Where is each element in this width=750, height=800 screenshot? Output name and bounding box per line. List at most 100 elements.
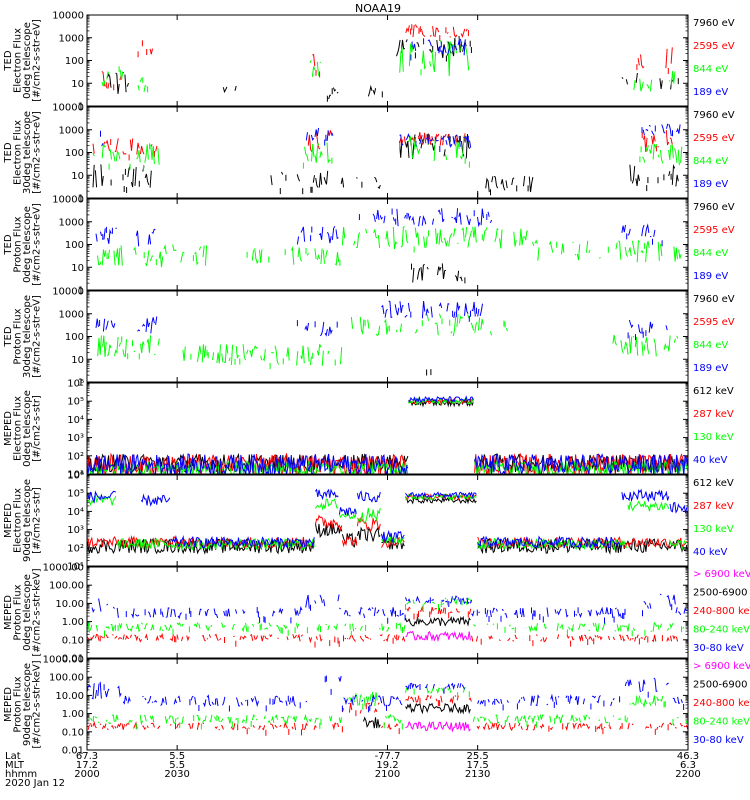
series-burst bbox=[327, 231, 332, 244]
series-burst bbox=[429, 34, 432, 37]
series-burst bbox=[459, 135, 465, 160]
series-burst bbox=[414, 227, 420, 246]
series-burst bbox=[324, 328, 328, 337]
series-burst bbox=[495, 723, 501, 731]
series-burst bbox=[315, 178, 319, 188]
series-burst bbox=[557, 634, 560, 640]
series-burst bbox=[477, 216, 481, 228]
legend-label: 240-800 keV bbox=[693, 606, 750, 617]
series-burst bbox=[120, 245, 123, 266]
series-burst bbox=[646, 84, 650, 89]
series-burst bbox=[556, 608, 562, 616]
series-burst bbox=[426, 266, 429, 270]
series-burst bbox=[675, 607, 678, 614]
series-burst bbox=[221, 622, 226, 628]
series-burst bbox=[676, 716, 679, 719]
series-burst bbox=[522, 714, 527, 723]
series-burst bbox=[578, 612, 583, 619]
series-burst bbox=[141, 622, 143, 625]
series-burst bbox=[384, 715, 388, 719]
series-burst bbox=[352, 623, 355, 632]
series-burst bbox=[276, 624, 281, 632]
series-burst bbox=[169, 634, 174, 642]
series-burst bbox=[604, 716, 609, 724]
series-burst bbox=[598, 257, 601, 259]
series-burst bbox=[305, 700, 308, 703]
series-line bbox=[356, 526, 381, 542]
y-axis-label: [#/cm2-s-str] bbox=[32, 395, 43, 462]
series-burst bbox=[649, 79, 653, 92]
series-burst bbox=[407, 213, 412, 221]
series-burst bbox=[105, 719, 108, 722]
series-burst bbox=[574, 253, 577, 256]
legend-label: 612 keV bbox=[693, 478, 734, 489]
series-burst bbox=[116, 607, 119, 618]
series-burst bbox=[399, 47, 404, 73]
series-burst bbox=[592, 622, 595, 627]
series-burst bbox=[220, 725, 224, 730]
series-burst bbox=[570, 624, 574, 633]
series-burst bbox=[318, 226, 324, 240]
series-burst bbox=[252, 724, 255, 728]
series-burst bbox=[180, 716, 184, 724]
series-burst bbox=[106, 73, 112, 88]
footer-value: 67.3 bbox=[76, 751, 98, 762]
series-burst bbox=[399, 323, 402, 333]
series-burst bbox=[410, 136, 414, 141]
series-burst bbox=[131, 608, 135, 619]
series-burst bbox=[194, 251, 199, 266]
y-axis-label: [#/cm2-s-str-eV] bbox=[32, 19, 43, 102]
series-burst bbox=[252, 623, 255, 627]
series-burst bbox=[586, 240, 589, 253]
series-burst bbox=[430, 306, 433, 318]
series-burst bbox=[99, 681, 102, 699]
series-burst bbox=[596, 695, 601, 704]
series-burst bbox=[458, 212, 462, 225]
series-burst bbox=[193, 622, 199, 628]
series-burst bbox=[506, 715, 510, 722]
series-burst bbox=[446, 47, 451, 56]
series-burst bbox=[615, 242, 618, 250]
series-burst bbox=[501, 608, 504, 612]
series-burst bbox=[204, 245, 208, 266]
series-burst bbox=[649, 144, 653, 154]
series-burst bbox=[504, 613, 508, 618]
series-burst bbox=[138, 638, 143, 643]
series-burst bbox=[640, 54, 645, 69]
series-burst bbox=[459, 276, 463, 282]
series-burst bbox=[140, 341, 145, 354]
series-burst bbox=[498, 639, 501, 642]
series-burst bbox=[524, 230, 529, 241]
series-burst bbox=[271, 351, 274, 354]
series-burst bbox=[645, 144, 649, 152]
series-burst bbox=[588, 716, 591, 720]
series-burst bbox=[640, 250, 644, 254]
series-burst bbox=[397, 622, 402, 632]
series-burst bbox=[314, 127, 320, 137]
series-burst bbox=[658, 725, 661, 728]
series-burst bbox=[304, 146, 309, 162]
series-burst bbox=[383, 639, 386, 642]
y-axis-label: 0deg telescope bbox=[22, 22, 33, 99]
series-burst bbox=[448, 233, 453, 247]
series-burst bbox=[583, 714, 588, 721]
series-burst bbox=[139, 77, 143, 83]
series-burst bbox=[628, 335, 633, 354]
series-burst bbox=[278, 697, 283, 703]
series-burst bbox=[428, 49, 432, 53]
series-burst bbox=[559, 714, 564, 724]
series-burst bbox=[155, 316, 158, 325]
series-burst bbox=[666, 594, 671, 607]
y-axis-label: MEPED bbox=[3, 411, 14, 446]
series-burst bbox=[477, 317, 481, 331]
legend-label: 130 keV bbox=[693, 524, 734, 535]
y-tick-label: 1 bbox=[78, 378, 84, 389]
series-burst bbox=[582, 698, 585, 705]
series-burst bbox=[471, 610, 475, 617]
series-burst bbox=[419, 134, 423, 145]
series-burst bbox=[102, 318, 106, 332]
y-axis-label: [#/cm2-s-str-keV] bbox=[32, 568, 43, 656]
series-burst bbox=[203, 699, 207, 708]
series-burst bbox=[110, 623, 115, 632]
series-burst bbox=[106, 70, 110, 80]
